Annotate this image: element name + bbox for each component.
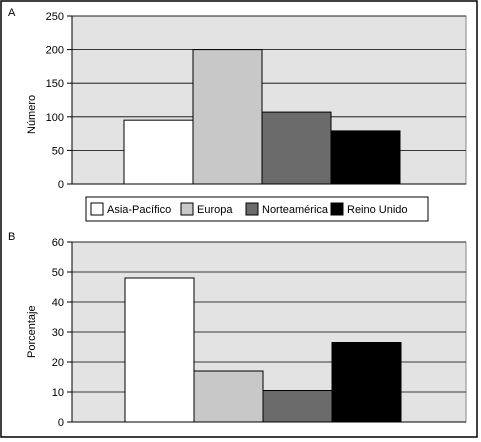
legend-swatch-norteamerica: [245, 202, 259, 216]
legend-items: Asia-Pacífico Europa Norteamérica Reino Uni…: [90, 202, 408, 216]
panel-a-bar-europa: [192, 49, 263, 185]
panel-b: B 0 10 20 30 40 50 60 Porcentaje: [8, 231, 467, 429]
legend-label-europa: Europa: [197, 204, 233, 216]
panel-a-y-tick-label: 200: [46, 45, 64, 57]
panel-b-y-tick-label: 50: [52, 267, 64, 279]
panel-b-bar-asia-pacifico: [124, 277, 195, 423]
panel-a-y-tick-label: 150: [46, 78, 64, 90]
panel-a-bars: [123, 49, 401, 185]
panel-b-bars: [124, 277, 402, 423]
panel-b-label: B: [8, 231, 15, 243]
panel-b-y-tick-label: 30: [52, 327, 64, 339]
panel-b-y-tick-label: 20: [52, 357, 64, 369]
legend-swatch-asia-pacifico: [90, 202, 104, 216]
legend-label-norteamerica: Norteamérica: [262, 204, 329, 216]
panel-b-bar-reino-unido: [331, 342, 402, 423]
panel-a-y-ticks: 0 50 100 150 200 250: [46, 11, 72, 191]
panel-a-y-tick-label: 250: [46, 11, 64, 23]
panel-b-y-axis-label: Porcentaje: [26, 305, 38, 358]
panel-b-y-tick-label: 10: [52, 387, 64, 399]
panel-b-y-ticks: 0 10 20 30 40 50 60: [52, 237, 72, 429]
panel-b-y-tick-label: 0: [58, 417, 64, 429]
panel-b-y-tick-label: 60: [52, 237, 64, 249]
legend-swatch-reino-unido: [330, 202, 344, 216]
panel-a-bar-reino-unido: [330, 130, 401, 185]
panel-a-bar-asia-pacifico: [123, 119, 194, 185]
legend-label-asia-pacifico: Asia-Pacífico: [107, 204, 171, 216]
legend-swatch-europa: [180, 202, 194, 216]
legend-label-reino-unido: Reino Unido: [347, 204, 408, 216]
panel-a-bar-norteamerica: [261, 111, 332, 185]
panel-a-y-axis-label: Número: [26, 95, 38, 134]
panel-a-y-tick-label: 100: [46, 112, 64, 124]
legend: Asia-Pacífico Europa Norteamérica Reino Uni…: [85, 196, 429, 222]
panel-a-label: A: [8, 7, 16, 19]
panel-a-y-tick-label: 0: [58, 179, 64, 191]
panel-b-y-tick-label: 40: [52, 297, 64, 309]
panel-a: A 0 50 100 150 200 250 Número: [8, 7, 467, 191]
panel-b-bar-norteamerica: [262, 390, 333, 423]
panel-a-y-tick-label: 50: [52, 145, 64, 157]
panel-b-bar-europa: [193, 370, 264, 423]
